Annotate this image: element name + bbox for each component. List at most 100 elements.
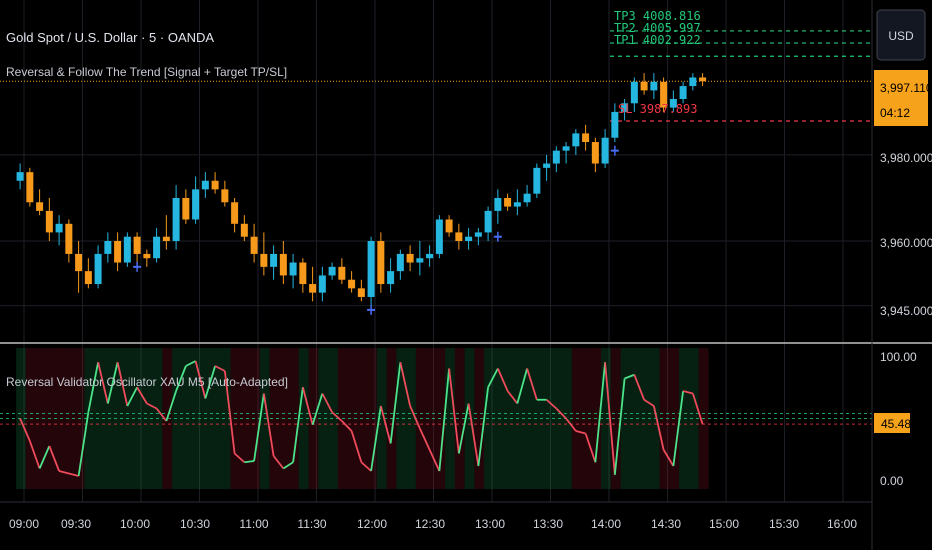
signal-markers	[133, 145, 619, 315]
candle-body	[270, 253, 278, 267]
candle-body	[504, 197, 512, 207]
oscillator-segment	[506, 390, 519, 405]
oscillator-band	[64, 348, 75, 489]
oscillator-segment	[253, 393, 265, 462]
oscillator-segment	[301, 387, 314, 425]
candle-body	[377, 241, 385, 285]
currency-button[interactable]	[876, 9, 926, 61]
oscillator-band	[474, 348, 485, 489]
indicator-title[interactable]: Reversal & Follow The Trend [Signal + Ta…	[6, 65, 287, 79]
time-label: 16:00	[827, 517, 857, 531]
oscillator-segment	[379, 405, 392, 444]
candle-body	[474, 232, 482, 237]
oscillator-tick: 100.00	[880, 350, 917, 364]
candle-body	[611, 111, 619, 138]
oscillator-segment	[165, 390, 177, 422]
oscillator-segment	[487, 368, 499, 388]
oscillator-segment	[652, 405, 665, 450]
oscillator-segment	[516, 368, 528, 404]
oscillator-band	[35, 348, 46, 489]
time-axis[interactable]: 09:00 09:30 10:00 10:30 11:00 11:30 12:0…	[9, 517, 857, 531]
candle-body	[357, 288, 365, 297]
oscillator-segment	[467, 403, 480, 467]
time-label: 14:30	[651, 517, 681, 531]
oscillator-band	[113, 348, 124, 489]
oscillator-segment	[262, 393, 275, 457]
candle-body	[114, 241, 122, 263]
candle-body	[689, 77, 697, 87]
candle-body	[513, 202, 521, 207]
candle-body	[279, 253, 287, 276]
candle-body	[123, 236, 131, 263]
oscillator-band	[240, 348, 251, 489]
oscillator-segment	[58, 470, 70, 475]
current-price-badge	[874, 70, 928, 126]
candle-body	[582, 133, 590, 143]
candle-body	[533, 167, 541, 194]
time-label: 15:30	[769, 517, 799, 531]
symbol-title[interactable]: Gold Spot / U.S. Dollar · 5 · OANDA	[6, 30, 214, 45]
oscillator-band	[220, 348, 231, 489]
oscillator-band	[318, 348, 329, 489]
oscillator-segment	[584, 433, 597, 463]
oscillator-segment	[48, 445, 60, 472]
oscillator-band	[142, 348, 153, 489]
oscillator-band	[55, 348, 65, 489]
oscillator-segment	[643, 398, 655, 407]
oscillator-segment	[691, 393, 704, 425]
candle-body	[455, 232, 463, 242]
oscillator-segment	[350, 430, 363, 463]
oscillator-segment	[29, 440, 41, 469]
oscillator-segment	[399, 362, 411, 407]
oscillator-segment	[682, 390, 694, 395]
oscillator-band	[191, 348, 202, 489]
candle-body	[240, 223, 248, 237]
tp1-label: TP1 4002.922	[614, 33, 701, 47]
oscillator-band	[445, 348, 455, 489]
oscillator-segment	[594, 362, 606, 463]
oscillator-band	[425, 348, 436, 489]
candle-body	[630, 81, 638, 104]
time-label: 10:30	[180, 517, 210, 531]
candle-body	[699, 77, 707, 82]
oscillator-segment	[106, 362, 119, 404]
oscillator-band	[523, 348, 533, 489]
oscillator-segment	[341, 420, 353, 432]
candle-body	[55, 223, 63, 233]
oscillator-band	[503, 348, 514, 489]
candle-body	[591, 142, 599, 164]
time-label: 14:00	[591, 517, 621, 531]
oscillator-segment	[194, 360, 207, 399]
candle-body	[396, 253, 404, 272]
time-label: 12:30	[415, 517, 445, 531]
oscillator-band	[610, 348, 621, 489]
oscillator-segment	[672, 390, 684, 467]
oscillator-band	[289, 348, 299, 489]
time-label: 12:00	[357, 517, 387, 531]
candle-body	[94, 253, 102, 285]
oscillator-title[interactable]: Reversal Validator Oscillator XAU M5 [Au…	[6, 375, 288, 389]
oscillator-segment	[146, 402, 158, 410]
oscillator-segment	[448, 368, 460, 454]
candle-body	[348, 279, 356, 289]
oscillator-segment	[223, 370, 236, 454]
candle-body	[562, 146, 570, 151]
candle-body	[601, 137, 609, 164]
oscillator-band	[454, 348, 465, 489]
candle-body	[426, 253, 434, 259]
time-label: 13:00	[475, 517, 505, 531]
oscillator-segment	[555, 407, 567, 420]
candle-body	[289, 262, 297, 276]
candle-body	[201, 180, 209, 190]
oscillator-band	[367, 348, 377, 489]
target-levels	[0, 30, 872, 425]
oscillator-segment	[185, 360, 197, 367]
candle-body	[153, 236, 161, 259]
candle-body	[621, 103, 629, 112]
tp2-label: TP2 4005.997	[614, 21, 701, 35]
oscillator-segment	[428, 449, 441, 472]
oscillator-segment	[233, 452, 245, 463]
candle-body	[679, 86, 687, 99]
